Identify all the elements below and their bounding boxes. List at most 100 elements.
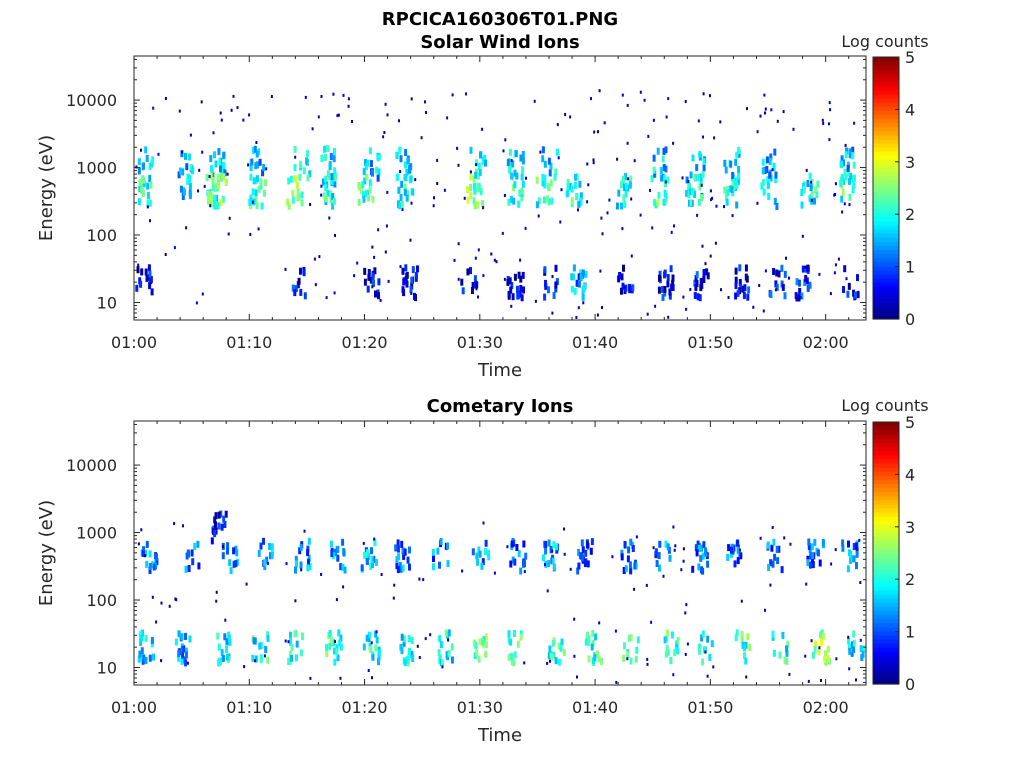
heatmap-cell bbox=[160, 659, 163, 663]
heatmap-cell bbox=[697, 198, 701, 206]
heatmap-cell bbox=[577, 273, 581, 281]
heatmap-cell bbox=[665, 644, 669, 652]
heatmap-cell bbox=[410, 201, 413, 205]
heatmap-cell bbox=[783, 656, 787, 664]
heatmap-cell bbox=[479, 151, 482, 159]
heatmap-cell bbox=[856, 291, 860, 299]
heatmap-cell bbox=[748, 644, 752, 651]
heatmap-cell bbox=[249, 164, 253, 172]
heatmap-cell bbox=[446, 116, 449, 120]
heatmap-cell bbox=[474, 256, 477, 260]
heatmap-cell bbox=[724, 166, 728, 174]
heatmap-cell bbox=[788, 672, 791, 676]
heatmap-cell bbox=[620, 287, 623, 295]
heatmap-cell bbox=[577, 306, 580, 310]
heatmap-cell bbox=[438, 654, 442, 662]
heatmap-cell bbox=[544, 279, 547, 287]
heatmap-cell bbox=[767, 192, 771, 200]
heatmap-cell bbox=[248, 113, 251, 117]
heatmap-cell bbox=[576, 567, 580, 575]
colorbar-segment bbox=[873, 216, 899, 222]
heatmap-cell bbox=[654, 304, 657, 308]
heatmap-cell bbox=[510, 172, 514, 180]
heatmap-cell bbox=[213, 195, 217, 203]
heatmap-cell bbox=[409, 175, 413, 183]
heatmap-cell bbox=[551, 549, 554, 553]
heatmap-cell bbox=[513, 181, 517, 189]
heatmap-cell bbox=[665, 634, 669, 642]
heatmap-cell bbox=[752, 305, 755, 309]
heatmap-cell bbox=[145, 154, 149, 162]
heatmap-cell bbox=[578, 180, 582, 188]
heatmap-cell bbox=[338, 639, 342, 647]
heatmap-cell bbox=[658, 270, 662, 278]
heatmap-cell bbox=[410, 276, 414, 284]
heatmap-cell bbox=[383, 131, 386, 134]
heatmap-cell bbox=[669, 265, 673, 273]
heatmap-cell bbox=[334, 640, 336, 644]
heatmap-cell bbox=[688, 182, 692, 190]
heatmap-cell bbox=[662, 198, 666, 206]
heatmap-cell bbox=[317, 115, 320, 119]
heatmap-cell bbox=[453, 258, 456, 262]
heatmap-cell bbox=[398, 119, 400, 123]
heatmap-cell bbox=[603, 121, 606, 125]
heatmap-cell bbox=[247, 163, 250, 167]
heatmap-cell bbox=[186, 661, 189, 665]
heatmap-cell bbox=[469, 170, 472, 174]
heatmap-cell bbox=[570, 185, 574, 193]
heatmap-cell bbox=[299, 160, 303, 168]
heatmap-cell bbox=[178, 109, 181, 113]
heatmap-cell bbox=[694, 544, 698, 552]
colorbar-segment bbox=[873, 581, 899, 587]
heatmap-cell bbox=[557, 156, 560, 160]
heatmap-cell bbox=[328, 630, 332, 637]
heatmap-cell bbox=[797, 294, 801, 302]
heatmap-cell bbox=[841, 210, 844, 214]
heatmap-cell bbox=[855, 546, 859, 554]
heatmap-cell bbox=[705, 268, 709, 276]
heatmap-cell bbox=[299, 267, 302, 275]
heatmap-cell bbox=[742, 292, 746, 300]
heatmap-cell bbox=[729, 160, 733, 168]
heatmap-cell bbox=[555, 543, 559, 551]
heatmap-cell bbox=[541, 146, 545, 154]
colorbar-tick-label: 1 bbox=[905, 258, 915, 277]
heatmap-cell bbox=[155, 553, 158, 561]
y-tick-label: 1000 bbox=[76, 159, 117, 178]
heatmap-cell bbox=[804, 654, 807, 658]
heatmap-cell bbox=[628, 286, 632, 294]
heatmap-cell bbox=[186, 173, 190, 181]
colorbar-segment bbox=[873, 544, 899, 550]
heatmap-cell bbox=[587, 655, 591, 663]
heatmap-cell bbox=[370, 547, 373, 555]
heatmap-cell bbox=[201, 292, 204, 296]
heatmap-cell bbox=[623, 200, 627, 208]
heatmap-cell bbox=[141, 629, 144, 637]
heatmap-cell bbox=[197, 189, 199, 193]
heatmap-cell bbox=[324, 153, 327, 161]
heatmap-cell bbox=[261, 169, 265, 177]
heatmap-cell bbox=[148, 550, 152, 558]
heatmap-cell bbox=[586, 162, 589, 166]
heatmap-cell bbox=[615, 680, 618, 684]
heatmap-cell bbox=[850, 649, 854, 657]
heatmap-cell bbox=[377, 649, 381, 657]
heatmap-cell bbox=[621, 227, 624, 231]
heatmap-cell bbox=[841, 544, 845, 552]
heatmap-cell bbox=[590, 97, 592, 101]
heatmap-cell bbox=[655, 560, 659, 567]
heatmap-cell bbox=[626, 103, 629, 107]
heatmap-cell bbox=[372, 555, 376, 563]
heatmap-cell bbox=[701, 171, 705, 178]
heatmap-cell bbox=[746, 107, 748, 111]
heatmap-cell bbox=[514, 150, 518, 158]
heatmap-cell bbox=[541, 179, 545, 187]
heatmap-cell bbox=[193, 543, 197, 550]
heatmap-cell bbox=[821, 539, 825, 546]
heatmap-cell bbox=[302, 167, 306, 175]
heatmap-cell bbox=[512, 197, 516, 205]
heatmap-cell bbox=[639, 90, 642, 94]
heatmap-cell bbox=[577, 280, 581, 288]
heatmap-cell bbox=[573, 287, 577, 295]
